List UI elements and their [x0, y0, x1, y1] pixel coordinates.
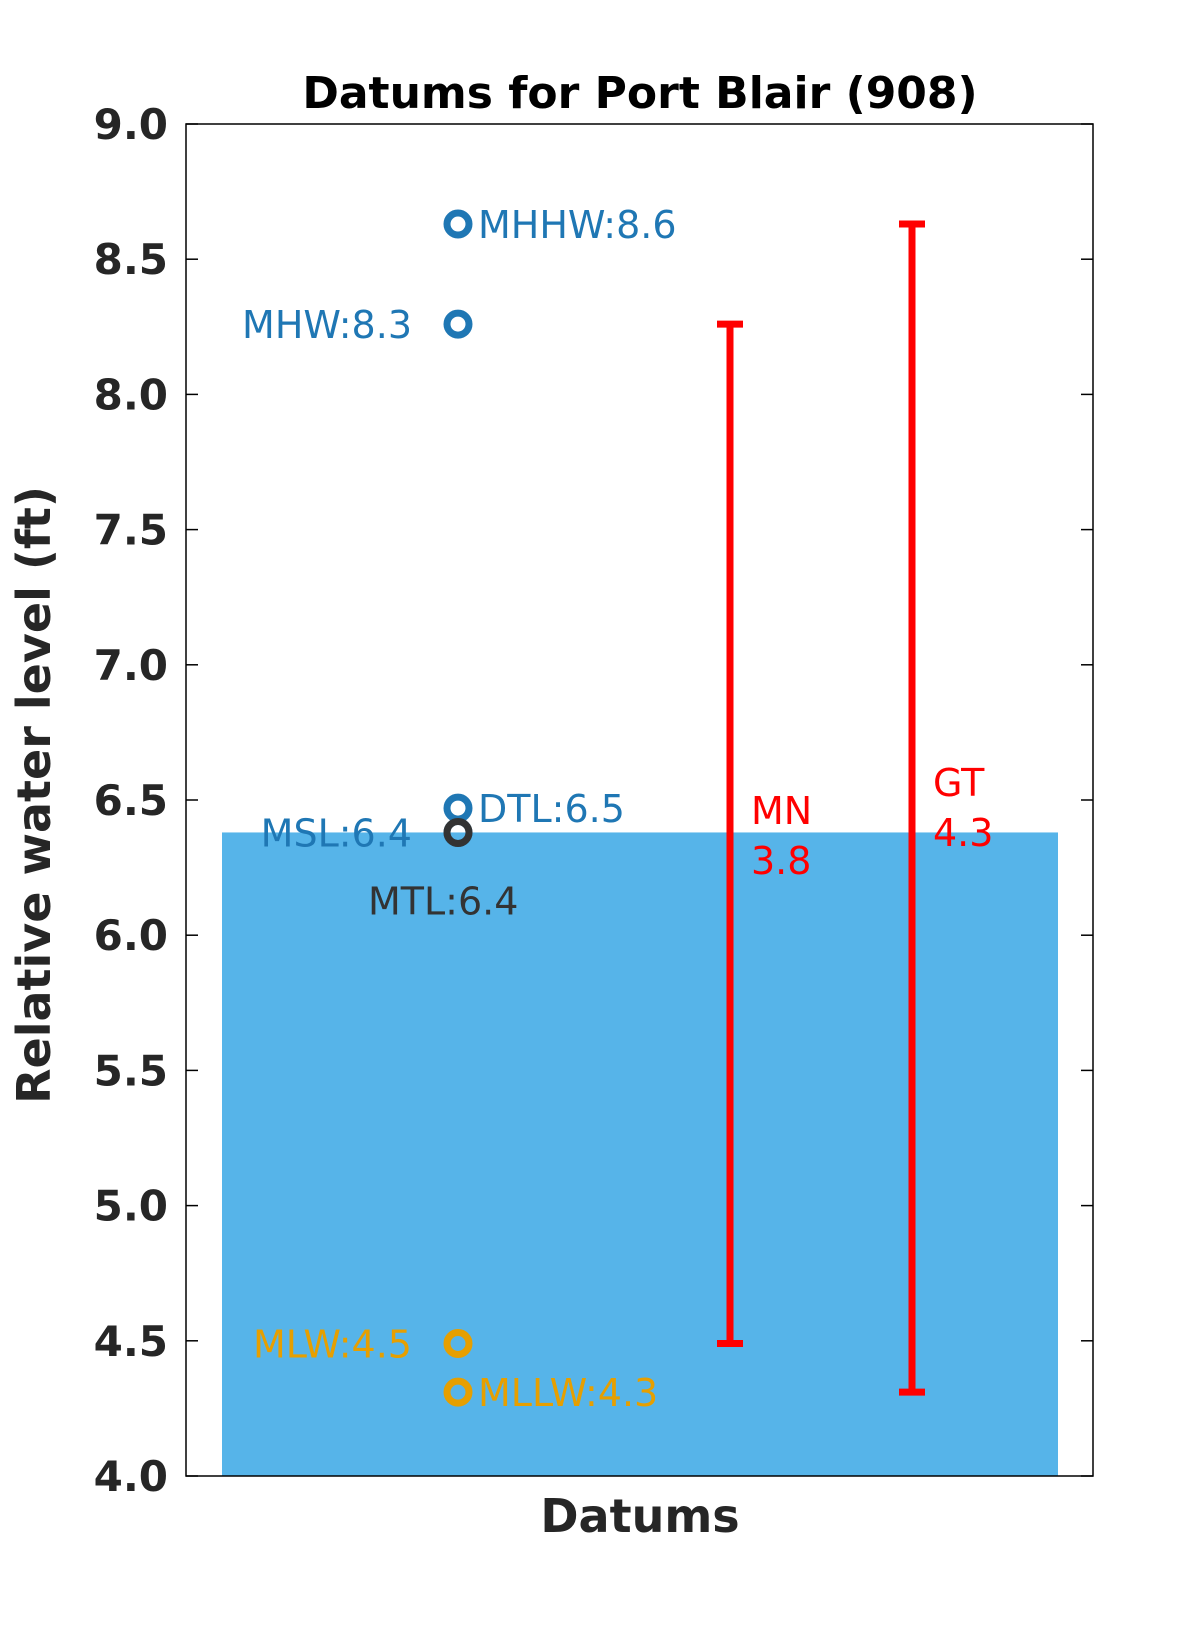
range-label-mn: MN: [751, 789, 812, 833]
y-tick-label: 8.0: [94, 370, 168, 419]
y-tick-label: 7.0: [94, 641, 168, 690]
y-tick-label: 9.0: [94, 100, 168, 149]
y-tick-label: 7.5: [94, 506, 168, 555]
y-tick-label: 4.0: [94, 1452, 168, 1501]
x-axis-label: Datums: [540, 1489, 739, 1543]
datum-point-mhw: [443, 309, 473, 339]
datum-label-dtl: DTL:6.5: [478, 787, 625, 831]
plot-area: 4.0 4.5 5.0 5.5 6.0 6.5 7.0 7.5 8.0 8.5 9.0 MN 3.8 GT…: [94, 100, 1094, 1501]
y-tick-label: 5.5: [94, 1046, 168, 1095]
datum-point-mtl: [443, 817, 473, 847]
y-tick-label: 5.0: [94, 1182, 168, 1231]
chart-title: Datums for Port Blair (908): [302, 68, 977, 119]
datum-label-mllw: MLLW:4.3: [478, 1371, 658, 1415]
datum-label-msl: MSL:6.4: [261, 811, 412, 855]
y-tick-label: 8.5: [94, 235, 168, 284]
range-value-mn: 3.8: [751, 839, 811, 883]
datum-label-mlw: MLW:4.5: [253, 1323, 412, 1367]
y-axis-label: Relative water level (ft): [7, 486, 61, 1104]
y-tick-label: 6.5: [94, 776, 168, 825]
datum-label-mtl: MTL:6.4: [368, 879, 518, 923]
datum-point-dtl: [443, 793, 473, 823]
datum-point-mllw: [443, 1377, 473, 1407]
y-tick-label: 6.0: [94, 911, 168, 960]
datum-point-mlw: [443, 1329, 473, 1359]
datum-label-mhhw: MHHW:8.6: [478, 203, 677, 247]
msl-fill-bar: [222, 832, 1058, 1476]
y-tick-label: 4.5: [94, 1317, 168, 1366]
range-label-gt: GT: [933, 761, 985, 805]
datum-point-mhhw: [443, 209, 473, 239]
datum-label-mhw: MHW:8.3: [242, 303, 412, 347]
range-value-gt: 4.3: [933, 811, 993, 855]
